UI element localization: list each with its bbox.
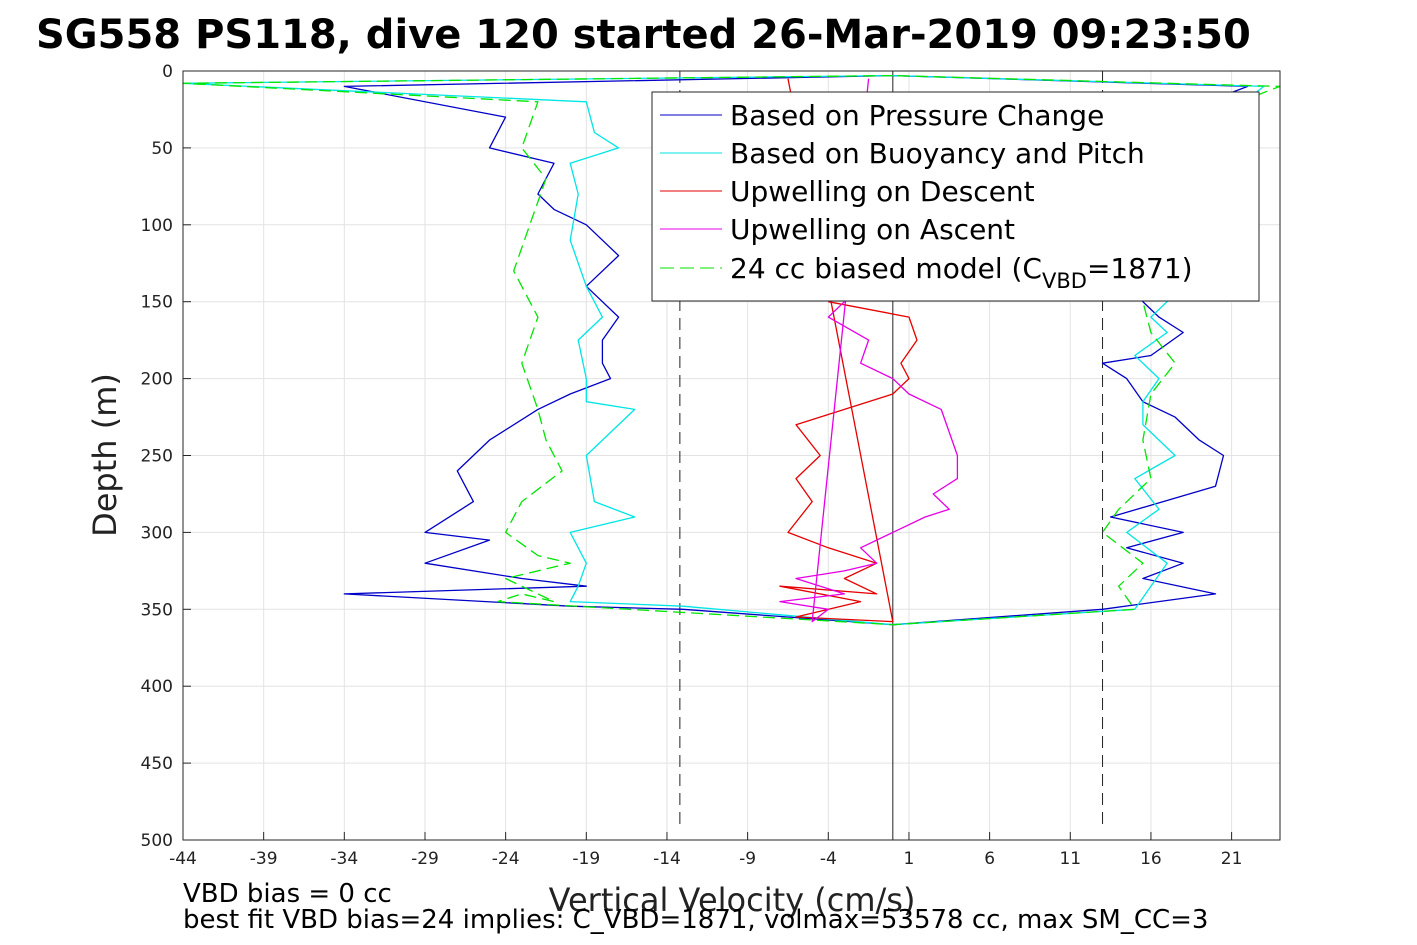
- x-tick-label: -9: [739, 849, 756, 869]
- chart-title: SG558 PS118, dive 120 started 26-Mar-201…: [36, 12, 1251, 58]
- y-axis-label: Depth (m): [86, 373, 124, 537]
- series-line-1: [182, 74, 1265, 626]
- x-axis-label: Vertical Velocity (cm/s): [549, 881, 916, 919]
- legend-label-upwelling-ascent: Upwelling on Ascent: [730, 213, 1015, 246]
- y-tick-label: 500: [141, 831, 173, 851]
- legend-label-biased-model-prefix: 24 cc biased model (C: [730, 252, 1042, 285]
- legend: Based on Pressure Change Based on Buoyan…: [651, 91, 1260, 302]
- series-line-4: [182, 74, 1281, 626]
- x-tick-label: -14: [653, 849, 681, 869]
- series-line-2: [779, 78, 918, 623]
- x-tick-label: -19: [572, 849, 600, 869]
- legend-label-upwelling-descent: Upwelling on Descent: [730, 175, 1035, 208]
- series-line-0: [343, 74, 1249, 626]
- y-tick-label: 100: [141, 216, 173, 236]
- x-tick-label: 11: [1059, 849, 1081, 869]
- y-tick-label: 450: [141, 754, 173, 774]
- legend-label-buoyancy-pitch: Based on Buoyancy and Pitch: [730, 137, 1145, 170]
- y-tick-label: 150: [141, 293, 173, 313]
- y-tick-label: 200: [141, 370, 173, 390]
- y-tick-label: 0: [162, 62, 173, 82]
- x-tick-label: -29: [411, 849, 439, 869]
- x-tick-label: 21: [1221, 849, 1243, 869]
- x-tick-label: -24: [492, 849, 520, 869]
- x-tick-label: 16: [1140, 849, 1162, 869]
- y-tick-label: 400: [141, 677, 173, 697]
- x-tick-label: 1: [904, 849, 915, 869]
- legend-label-biased-model: 24 cc biased model (CVBD=1871): [730, 252, 1193, 293]
- footer-best-fit: best fit VBD bias=24 implies: C_VBD=1871…: [183, 905, 1208, 935]
- x-tick-label: -39: [250, 849, 278, 869]
- y-tick-label: 250: [141, 447, 173, 467]
- x-tick-label: -34: [330, 849, 358, 869]
- x-tick-label: 6: [984, 849, 995, 869]
- legend-box: [651, 91, 1260, 302]
- legend-label-biased-model-suffix: =1871): [1087, 252, 1193, 285]
- x-tick-label: -44: [169, 849, 197, 869]
- legend-label-biased-model-subscript: VBD: [1042, 269, 1087, 293]
- y-tick-label: 300: [141, 523, 173, 543]
- series-group: [182, 74, 1281, 626]
- y-tick-label: 50: [151, 139, 173, 159]
- x-tick-label: -4: [820, 849, 837, 869]
- y-tick-label: 350: [141, 600, 173, 620]
- legend-label-pressure-change: Based on Pressure Change: [730, 99, 1104, 132]
- tick-labels: -44 -39 -34 -29 -24 -19 -14 -9 -4 1 6 11 16 210501001…: [141, 62, 1243, 869]
- series-line-3: [779, 78, 959, 623]
- footer-vbd-bias: VBD bias = 0 cc: [183, 879, 392, 909]
